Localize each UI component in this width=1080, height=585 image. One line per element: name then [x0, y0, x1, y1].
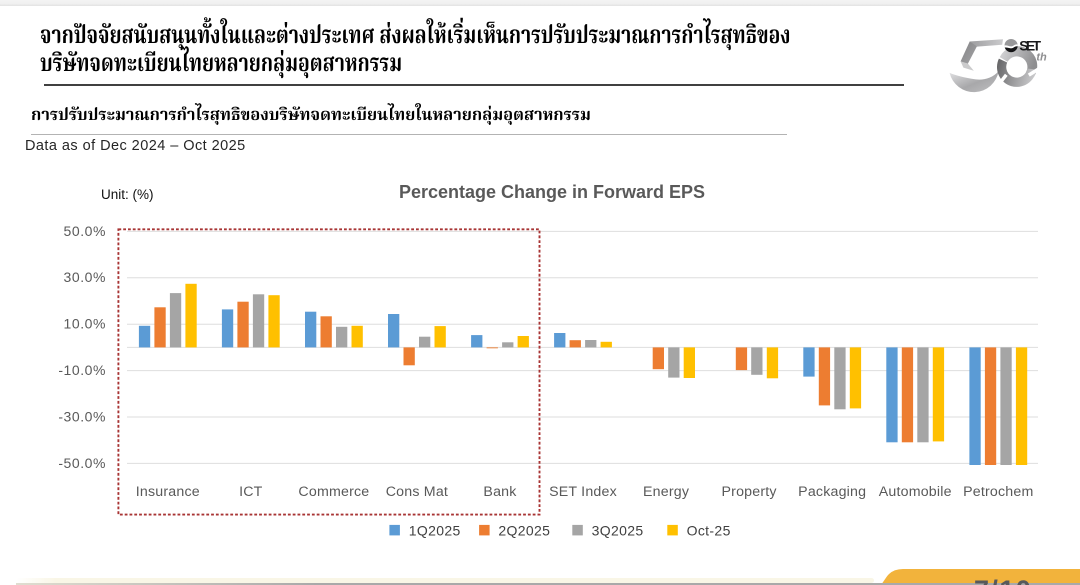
svg-text:SET: SET: [1019, 38, 1041, 54]
svg-text:Bank: Bank: [483, 484, 517, 500]
svg-text:30.0%: 30.0%: [64, 269, 106, 285]
svg-text:Packaging: Packaging: [798, 484, 866, 500]
svg-text:-30.0%: -30.0%: [58, 408, 106, 424]
svg-text:ICT: ICT: [239, 484, 263, 500]
svg-text:50.0%: 50.0%: [64, 223, 106, 239]
svg-text:Oct-25: Oct-25: [687, 522, 731, 538]
svg-text:Insurance: Insurance: [136, 484, 200, 500]
svg-text:1Q2025: 1Q2025: [409, 522, 461, 538]
svg-text:Energy: Energy: [643, 484, 690, 500]
svg-text:SET Index: SET Index: [549, 484, 617, 500]
svg-text:Petrochem: Petrochem: [963, 484, 1033, 500]
svg-text:-50.0%: -50.0%: [58, 455, 106, 471]
svg-text:Cons Mat: Cons Mat: [386, 484, 448, 500]
svg-text:10.0%: 10.0%: [64, 316, 106, 332]
svg-text:Automobile: Automobile: [879, 484, 952, 500]
svg-text:th: th: [1036, 51, 1047, 63]
svg-text:Property: Property: [721, 484, 777, 500]
svg-text:3Q2025: 3Q2025: [592, 522, 644, 538]
svg-text:Commerce: Commerce: [298, 484, 369, 500]
svg-text:-10.0%: -10.0%: [58, 362, 106, 378]
svg-text:2Q2025: 2Q2025: [498, 522, 550, 538]
